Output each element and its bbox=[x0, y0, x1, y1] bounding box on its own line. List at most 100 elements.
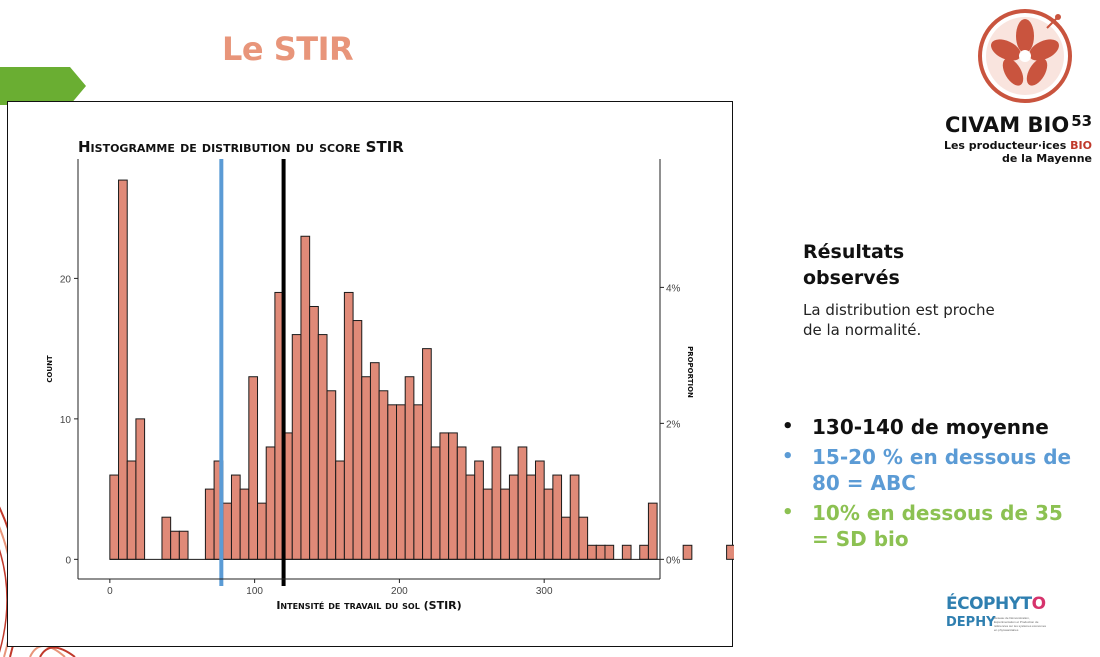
ecophyto-logo: ÉCOPHYTO DEPHY Réseau de Démonstration, … bbox=[946, 592, 1052, 642]
y-tick-label: 10 bbox=[60, 415, 72, 426]
y-tick-label: 0 bbox=[65, 555, 71, 566]
logo-tagline-text: Les producteur·ices bbox=[943, 139, 1067, 152]
dephy-label: DEPHY bbox=[946, 615, 996, 630]
histogram-bar bbox=[257, 502, 267, 560]
histogram-bar bbox=[352, 320, 363, 560]
logo-tagline: Les producteur·ices BIO de la Mayenne bbox=[940, 139, 1092, 165]
ecophyto-wordmark: ÉCOPHYTO bbox=[946, 594, 1046, 614]
results-heading: Résultats observés bbox=[803, 241, 905, 289]
y2-tick-label: 0% bbox=[666, 555, 681, 566]
histogram-bar bbox=[456, 446, 467, 560]
histogram-bar bbox=[343, 291, 354, 560]
bullet-text: 15-20 % en dessous de 80 = ABC bbox=[812, 445, 1072, 495]
histogram-bar bbox=[578, 516, 589, 560]
x-tick-label: 200 bbox=[391, 586, 408, 597]
histogram-bar bbox=[309, 305, 319, 560]
histogram-bar bbox=[526, 474, 536, 560]
histogram-bar bbox=[369, 362, 380, 560]
histogram-bar bbox=[291, 334, 302, 560]
histogram-bar bbox=[335, 460, 345, 560]
x-tick-label: 100 bbox=[246, 586, 263, 597]
histogram-bar bbox=[726, 544, 734, 560]
x-tick-label: 300 bbox=[536, 586, 553, 597]
histogram-bar bbox=[534, 460, 545, 560]
histogram-bar bbox=[361, 376, 371, 560]
histogram-bar bbox=[543, 488, 554, 560]
histogram-bar bbox=[448, 432, 458, 560]
histogram-bar bbox=[465, 474, 476, 560]
histogram-bar bbox=[508, 474, 519, 560]
logo-name: CIVAM BIO 53 bbox=[945, 112, 1092, 137]
flower-icon bbox=[978, 9, 1072, 103]
slide-title: Le STIR bbox=[222, 30, 354, 68]
histogram-bar bbox=[587, 544, 597, 560]
bullet-sd-bio: • 10% en dessous de 35 = SD bio bbox=[782, 500, 1082, 552]
histogram-bar bbox=[317, 334, 328, 560]
histogram-bar bbox=[647, 502, 658, 560]
x-axis-title: Intensité de travail du sol (STIR) bbox=[276, 599, 461, 612]
histogram-bar bbox=[222, 502, 232, 560]
y2-tick-label: 4% bbox=[666, 283, 681, 294]
histogram-bar bbox=[378, 390, 389, 560]
histogram-bar bbox=[178, 530, 189, 560]
histogram-bar bbox=[170, 530, 180, 560]
histogram-bar bbox=[126, 460, 137, 560]
stir-histogram: 0 100 200 300 0 10 20 0% 2% 4% Intensité de travai… bbox=[44, 159, 734, 612]
histogram-bar bbox=[239, 488, 250, 560]
histogram-bar bbox=[109, 474, 120, 560]
histogram-bar bbox=[604, 544, 615, 560]
y2-axis-title: proportion bbox=[685, 346, 696, 398]
histogram-bar bbox=[569, 474, 580, 560]
histogram-bar bbox=[135, 418, 146, 560]
histogram-bar bbox=[300, 235, 311, 560]
bullet-dot-icon: • bbox=[782, 502, 794, 523]
histogram-bar bbox=[422, 348, 432, 560]
chart-frame: 0 100 200 300 0 10 20 0% 2% 4% Intensité de travai… bbox=[7, 101, 734, 647]
histogram-bar bbox=[326, 390, 337, 560]
logo-tagline-region: de la Mayenne bbox=[1002, 152, 1092, 165]
histogram-bar bbox=[561, 516, 571, 560]
histogram-bar bbox=[474, 460, 484, 560]
histogram-bar bbox=[204, 488, 215, 560]
y-tick-label: 20 bbox=[60, 274, 72, 285]
histogram-bar bbox=[491, 446, 502, 560]
histogram-bar bbox=[595, 544, 606, 560]
logo-number: 53 bbox=[1071, 112, 1093, 130]
bullet-text: 10% en dessous de 35 = SD bio bbox=[812, 501, 1063, 551]
histogram-bar bbox=[387, 404, 398, 560]
logo-tagline-bio: BIO bbox=[1070, 139, 1092, 152]
histogram-bar bbox=[430, 446, 441, 560]
histogram-bar bbox=[413, 404, 424, 560]
histogram-bar bbox=[517, 446, 528, 560]
histogram-bar bbox=[439, 432, 450, 560]
chart-title: Histogramme de distribution du score STI… bbox=[78, 138, 404, 156]
green-tab-decoration bbox=[0, 67, 86, 105]
ecophyto-name-last: O bbox=[1031, 594, 1046, 614]
histogram-bar bbox=[404, 376, 415, 560]
x-tick-label: 0 bbox=[107, 586, 113, 597]
histogram-bar bbox=[118, 179, 128, 560]
histogram-bar bbox=[230, 474, 241, 560]
y2-tick-label: 2% bbox=[666, 419, 681, 430]
histogram-bar bbox=[500, 488, 510, 560]
histogram-bar bbox=[265, 446, 276, 560]
bullet-text: 130-140 de moyenne bbox=[812, 415, 1049, 439]
results-bullet-list: • 130-140 de moyenne • 15-20 % en dessous … bbox=[782, 414, 1082, 556]
results-text: La distribution est proche de la normali… bbox=[803, 301, 995, 339]
histogram-bar bbox=[396, 404, 406, 560]
y-axis-title: count bbox=[44, 355, 55, 383]
histogram-bar bbox=[552, 474, 563, 560]
histogram-bar bbox=[682, 544, 693, 560]
histogram-bar bbox=[248, 376, 259, 560]
bullet-dot-icon: • bbox=[782, 416, 794, 437]
histogram-bar bbox=[639, 544, 649, 560]
civam-logo: CIVAM BIO 53 Les producteur·ices BIO de l… bbox=[940, 6, 1100, 176]
histogram-bar bbox=[621, 544, 632, 560]
dephy-description: Réseau de Démonstration, Expérimentation… bbox=[994, 616, 1047, 632]
bullet-dot-icon: • bbox=[782, 446, 794, 467]
ecophyto-name: ÉCOPHYT bbox=[946, 594, 1032, 614]
histogram-bar bbox=[161, 516, 172, 560]
bullet-mean: • 130-140 de moyenne bbox=[782, 414, 1082, 440]
logo-name-text: CIVAM BIO bbox=[945, 113, 1070, 137]
bullet-abc: • 15-20 % en dessous de 80 = ABC bbox=[782, 444, 1082, 496]
